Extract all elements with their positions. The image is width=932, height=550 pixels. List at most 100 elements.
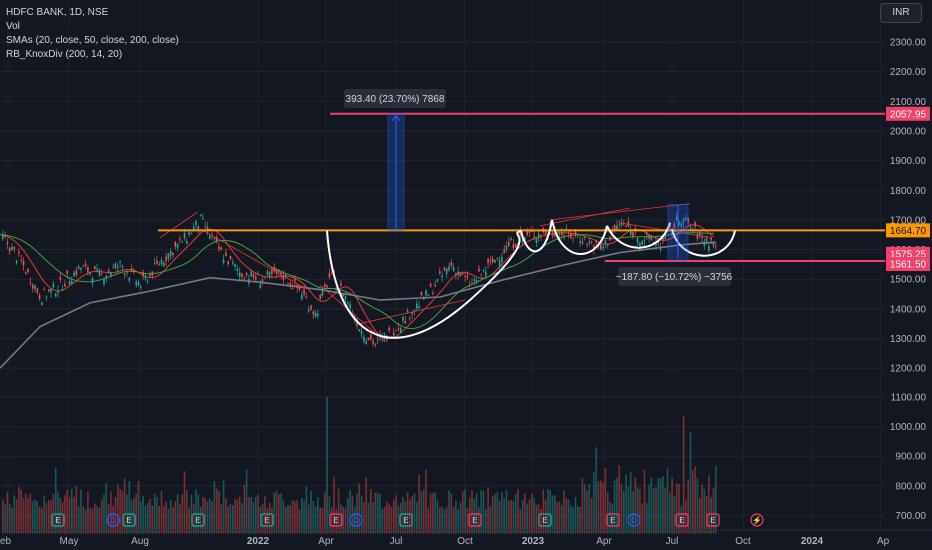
volume-bar — [261, 504, 264, 534]
y-tick-label: 1700.00 — [890, 215, 927, 226]
candle-body — [310, 305, 312, 311]
volume-bar — [110, 491, 112, 534]
candle-body — [436, 279, 439, 282]
volume-bar — [434, 491, 436, 534]
candle-body — [627, 221, 630, 227]
candle-body — [183, 233, 186, 238]
candle-body — [68, 281, 71, 285]
volume-bar — [275, 491, 278, 534]
candle-body — [613, 225, 616, 231]
candle-body — [588, 241, 591, 243]
volume-bar — [243, 485, 246, 534]
candle-body — [206, 226, 209, 231]
candle-body — [84, 263, 87, 266]
volume-bar — [209, 498, 211, 534]
volume-bar — [202, 496, 204, 534]
candle-body — [512, 243, 515, 249]
volume-bar — [623, 490, 625, 534]
volume-bar — [459, 502, 462, 534]
volume-bar — [554, 495, 556, 534]
y-tick-label: 1900.00 — [890, 156, 927, 167]
volume-bar — [632, 491, 634, 534]
volume-bar — [659, 478, 662, 534]
candle-body — [473, 279, 476, 281]
candle-body — [551, 232, 554, 236]
volume-bar — [307, 504, 310, 534]
candle-body — [123, 273, 126, 275]
candle-body — [441, 275, 443, 278]
cup-curve — [326, 229, 522, 339]
candle-body — [225, 252, 227, 256]
candle-body — [197, 225, 200, 230]
candle-body — [595, 240, 597, 243]
y-tick-label: 1000.00 — [890, 422, 927, 433]
candle-body — [344, 295, 347, 300]
candle-body — [335, 287, 338, 291]
volume-bar — [335, 509, 338, 534]
indicator-smas[interactable]: SMAs (20, close, 50, close, 200, close) — [6, 35, 179, 46]
volume-bar — [650, 478, 653, 534]
volume-bar — [712, 487, 715, 534]
volume-bar — [98, 507, 101, 534]
candle-body — [186, 240, 188, 244]
candle-body — [25, 272, 27, 274]
candle-body — [209, 235, 211, 239]
candle-body — [636, 238, 639, 243]
volume-bar — [639, 489, 641, 534]
volume-bar — [71, 488, 73, 534]
candle-body — [432, 293, 434, 295]
candle-body — [38, 295, 41, 299]
volume-bar — [602, 482, 604, 534]
volume-bar — [61, 502, 64, 534]
volume-bar — [519, 509, 522, 534]
candle-body — [275, 268, 278, 274]
y-tick-label: 2100.00 — [890, 97, 927, 108]
candle-body — [698, 232, 701, 236]
symbol-title[interactable]: HDFC BANK, 1D, NSE — [6, 7, 109, 18]
candle-body — [29, 282, 32, 284]
candle-body — [105, 275, 108, 279]
candle-body — [142, 272, 144, 277]
y-tick-label: 1100.00 — [891, 393, 927, 404]
divergence-line — [549, 203, 691, 221]
volume-bar — [347, 497, 349, 534]
volume-bar — [487, 487, 489, 534]
volume-bar — [135, 493, 137, 534]
volume-bar — [694, 466, 696, 534]
indicator-knoxdiv[interactable]: RB_KnoxDiv (200, 14, 20) — [6, 49, 123, 60]
volume-bar — [404, 501, 407, 534]
volume-bar — [130, 500, 133, 534]
candle-body — [374, 343, 377, 345]
volume-bar — [570, 505, 572, 534]
candle-body — [326, 285, 328, 288]
candle-body — [22, 261, 25, 266]
candle-body — [15, 260, 18, 264]
candle-body — [158, 264, 160, 266]
candle-body — [703, 241, 706, 246]
measure-down-label: −187.80 (−10.72%) −3756 — [616, 272, 733, 283]
candle-body — [425, 290, 427, 296]
volume-bar — [586, 490, 588, 534]
candle-body — [629, 229, 632, 235]
candle-body — [659, 247, 662, 250]
candle-body — [482, 269, 485, 272]
volume-bar — [284, 507, 287, 534]
volume-bar — [215, 488, 218, 534]
indicator-volume[interactable]: Vol — [6, 21, 20, 32]
earnings-marker — [468, 513, 482, 527]
currency-button[interactable]: INR — [880, 3, 922, 23]
candle-body — [682, 218, 685, 223]
volume-bar — [386, 501, 388, 534]
candle-body — [77, 266, 80, 269]
volume-bar — [657, 478, 660, 534]
volume-bar — [153, 494, 156, 534]
volume-bar — [383, 507, 386, 534]
volume-bar — [701, 484, 703, 534]
volume-bar — [337, 488, 340, 534]
x-tick-label: 2024 — [801, 536, 824, 547]
volume-bar — [572, 507, 574, 534]
volume-bar — [501, 492, 503, 534]
candle-body — [121, 266, 124, 268]
candle-body — [43, 289, 45, 290]
